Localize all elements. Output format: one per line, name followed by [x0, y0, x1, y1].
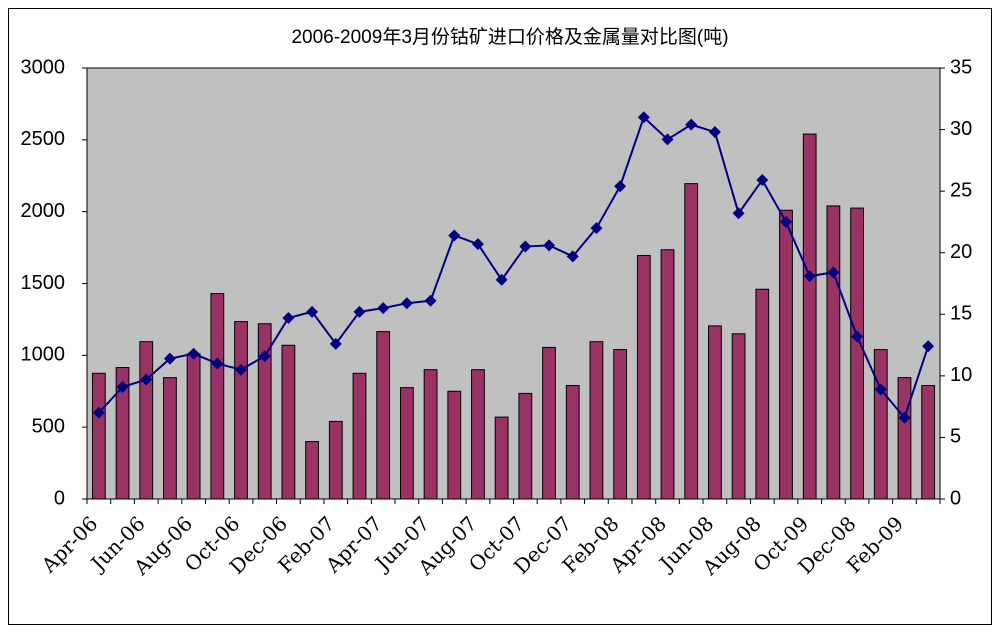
marker [424, 294, 437, 307]
bar [802, 133, 817, 500]
marker [543, 239, 556, 252]
bar [305, 441, 319, 500]
y-tick-label: 1000 [21, 344, 66, 366]
bar [281, 344, 296, 500]
bar [328, 420, 343, 500]
bar [565, 385, 580, 500]
marker [874, 383, 887, 396]
bar [897, 377, 912, 500]
bar [352, 372, 367, 500]
y2-tick-label: 35 [950, 56, 972, 78]
marker [471, 238, 484, 251]
bar [921, 385, 936, 500]
y-tick-label: 2000 [21, 200, 66, 222]
marker [140, 373, 153, 386]
marker [614, 180, 627, 193]
marker [163, 352, 176, 365]
bar [234, 321, 248, 500]
bar [589, 341, 604, 500]
y2-tick-label: 0 [950, 487, 961, 509]
marker [258, 350, 271, 363]
marker [851, 330, 864, 343]
marker [566, 250, 579, 263]
plot-area [86, 67, 941, 500]
bar [779, 209, 793, 500]
marker [732, 207, 745, 220]
bar [755, 288, 770, 500]
bar [731, 333, 746, 500]
y-tick-label: 1500 [21, 272, 66, 294]
marker [519, 240, 532, 253]
bar [423, 369, 438, 500]
y-tick-label: 3000 [21, 56, 66, 78]
bar [186, 353, 201, 500]
marker [922, 340, 935, 353]
y2-tick-label: 30 [950, 118, 972, 140]
bar [684, 183, 699, 500]
marker [187, 347, 200, 360]
bar [447, 390, 462, 500]
bar [399, 387, 414, 500]
marker [282, 311, 295, 324]
marker [590, 222, 603, 235]
bar [850, 207, 864, 500]
marker [306, 305, 319, 318]
chart-title: 2006-2009年3月份钴矿进口价格及金属量对比图(吨) [291, 26, 728, 48]
y-tick-label: 500 [32, 415, 65, 437]
y2-tick-label: 10 [950, 364, 972, 386]
marker [235, 363, 248, 376]
marker [211, 357, 224, 370]
bar [210, 293, 225, 500]
bar [91, 372, 106, 500]
bar [613, 349, 628, 500]
bar [163, 377, 177, 500]
marker [400, 297, 413, 310]
marker [661, 133, 674, 146]
y2-tick-label: 20 [950, 241, 972, 263]
bar [257, 323, 272, 500]
bar [636, 254, 651, 500]
y-tick-label: 2500 [21, 128, 66, 150]
y2-tick-label: 25 [950, 179, 972, 201]
marker [92, 406, 105, 419]
bar [826, 205, 841, 500]
bar [873, 349, 888, 500]
marker [803, 270, 816, 283]
bar [494, 416, 509, 500]
marker [827, 266, 840, 279]
bar [660, 249, 675, 500]
marker [685, 118, 698, 131]
marker [898, 411, 911, 424]
bar [115, 367, 130, 500]
marker [495, 273, 508, 286]
marker [116, 380, 129, 393]
bar [376, 331, 391, 500]
marker [637, 111, 650, 124]
y2-tick-label: 15 [950, 303, 972, 325]
marker [353, 305, 366, 318]
bar [471, 369, 485, 500]
marker [329, 337, 342, 350]
bar [542, 346, 556, 500]
marker [448, 229, 461, 242]
marker [708, 126, 721, 139]
y2-tick-label: 5 [950, 426, 961, 448]
marker [779, 215, 792, 228]
bar [708, 325, 722, 500]
bar [139, 341, 154, 500]
y-tick-label: 0 [54, 487, 65, 509]
bar [518, 392, 533, 500]
marker [377, 302, 390, 315]
marker [756, 174, 769, 187]
